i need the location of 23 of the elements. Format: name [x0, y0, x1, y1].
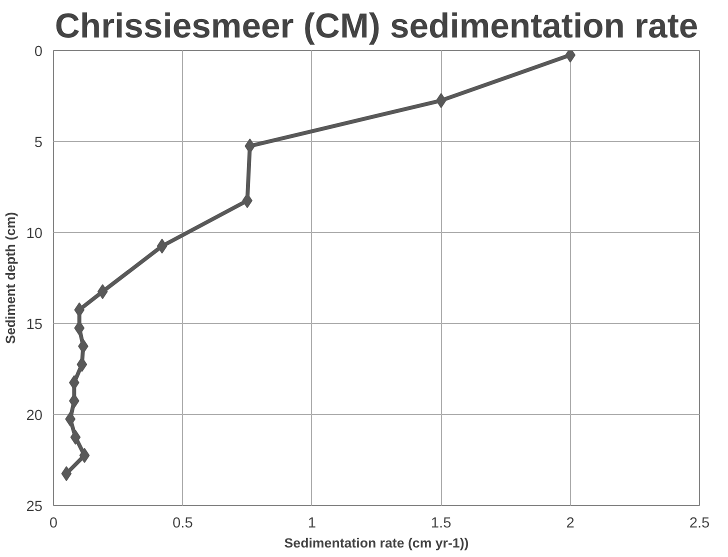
x-axis-title: Sedimentation rate (cm yr-1))	[284, 536, 469, 550]
x-tick-label: 2.5	[689, 516, 710, 532]
y-tick-label: 0	[34, 44, 43, 60]
point	[436, 93, 446, 108]
x-tick-label: 2	[566, 516, 574, 532]
point	[70, 430, 81, 445]
point	[156, 238, 168, 254]
chart-title: Chrissiesmeer (CM) sedimentation rate	[54, 8, 698, 46]
point	[97, 284, 108, 300]
y-tick-label: 10	[26, 226, 43, 242]
y-axis-title: Sediment depth (cm)	[3, 212, 18, 344]
x-tick-label: 0	[49, 516, 58, 532]
y-tick-label: 20	[26, 408, 43, 424]
x-tick-label: 1	[308, 516, 316, 532]
point	[76, 356, 88, 372]
y-tick-label: 5	[34, 135, 43, 151]
point	[74, 320, 85, 336]
x-tick-label: 1.5	[430, 516, 452, 532]
y-tick-label: 25	[26, 499, 43, 515]
x-tick-label: 0.5	[172, 516, 193, 532]
y-tick-label: 15	[26, 317, 43, 333]
point	[79, 448, 90, 463]
point	[61, 466, 72, 482]
